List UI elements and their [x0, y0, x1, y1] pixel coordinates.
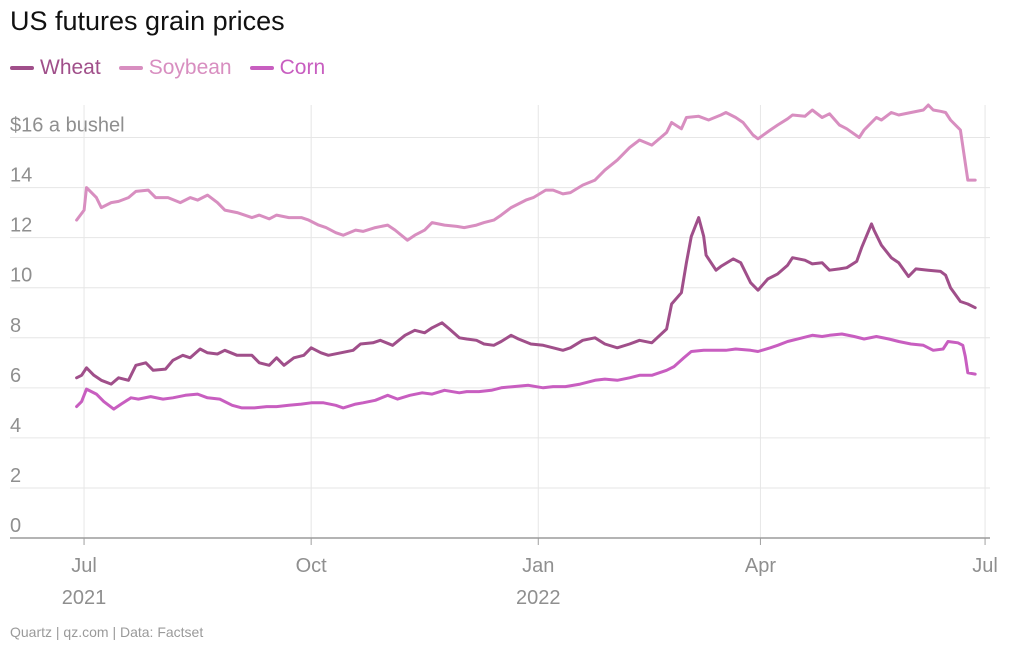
x-year-label: 2021 — [62, 587, 107, 609]
series-line-soybean — [75, 103, 977, 242]
legend-swatch — [249, 66, 274, 70]
x-tick-label: Jan — [522, 555, 554, 577]
y-tick-label: 0 — [10, 515, 21, 537]
legend-label: Soybean — [148, 56, 232, 79]
legend-label: Corn — [279, 56, 326, 79]
x-tick-label: Oct — [296, 555, 328, 577]
y-tick-label: 2 — [10, 465, 21, 487]
legend: Wheat Soybean Corn — [10, 56, 325, 80]
y-tick-label: 12 — [10, 215, 32, 237]
x-tick-label: Jul — [972, 555, 998, 577]
y-tick-label: 6 — [10, 365, 21, 387]
chart-title: US futures grain prices — [10, 6, 285, 36]
y-tick-label: 8 — [10, 315, 21, 337]
y-tick-label: 14 — [10, 165, 32, 187]
y-tick-label: $16 a bushel — [10, 115, 125, 137]
source-credit: Quartz | qz.com | Data: Factset — [10, 624, 204, 640]
series-line-wheat — [75, 216, 977, 386]
legend-item-corn: Corn — [249, 56, 326, 80]
legend-item-soybean: Soybean — [118, 56, 232, 80]
x-tick-label: Jul — [71, 555, 97, 577]
legend-label: Wheat — [40, 56, 101, 79]
legend-swatch — [118, 66, 143, 70]
y-tick-label: 4 — [10, 415, 21, 437]
series-line-corn — [75, 332, 977, 411]
legend-item-wheat: Wheat — [10, 56, 101, 80]
x-year-label: 2022 — [516, 587, 561, 609]
x-tick-label: Apr — [745, 555, 776, 577]
legend-swatch — [10, 66, 34, 70]
y-tick-label: 10 — [10, 265, 32, 287]
line-chart: 0 2 4 6 8 10 12 14 $16 a bushel Jul 2021 Oct Jan 2022… — [10, 103, 998, 609]
